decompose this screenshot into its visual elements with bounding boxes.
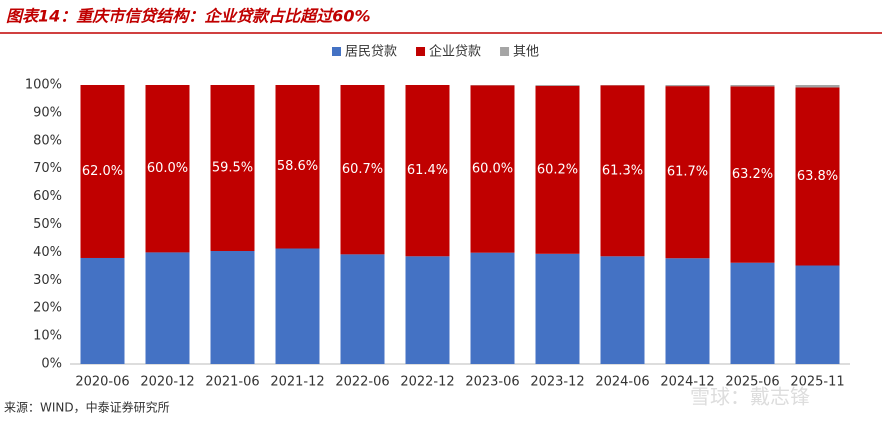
legend-swatch: [416, 47, 425, 56]
x-tick-label: 2021-12: [270, 375, 324, 390]
y-tick-label: 30%: [33, 273, 62, 288]
y-tick-label: 40%: [33, 245, 62, 260]
bar-segment: [731, 263, 775, 364]
bar-segment: [341, 254, 385, 364]
y-tick-label: 0%: [41, 357, 62, 372]
x-tick-label: 2020-12: [140, 375, 194, 390]
value-label: 60.7%: [342, 162, 383, 177]
x-tick-label: 2023-06: [465, 375, 519, 390]
bar-segment: [796, 85, 840, 88]
bar-segment: [146, 252, 190, 364]
x-tick-label: 2022-12: [400, 375, 454, 390]
x-tick-label: 2020-06: [75, 375, 129, 390]
value-label: 60.2%: [537, 162, 578, 177]
value-label: 60.0%: [147, 161, 188, 176]
value-label: 61.4%: [407, 163, 448, 178]
x-tick-label: 2024-12: [660, 375, 714, 390]
bar-segment: [666, 85, 710, 86]
x-tick-label: 2021-06: [205, 375, 259, 390]
y-tick-label: 10%: [33, 329, 62, 344]
bar-segment: [211, 251, 255, 364]
y-tick-label: 50%: [33, 217, 62, 232]
bar-segment: [536, 254, 580, 364]
y-tick-label: 80%: [33, 133, 62, 148]
legend-swatch: [500, 47, 509, 56]
x-tick-label: 2022-06: [335, 375, 389, 390]
bar-segment: [796, 266, 840, 364]
x-tick-label: 2025-11: [790, 375, 844, 390]
y-tick-label: 20%: [33, 301, 62, 316]
value-label: 60.0%: [472, 161, 513, 176]
y-tick-label: 90%: [33, 105, 62, 120]
value-label: 63.2%: [732, 167, 773, 182]
value-label: 59.5%: [212, 161, 253, 176]
value-label: 61.3%: [602, 163, 643, 178]
legend-label: 居民贷款: [345, 45, 397, 60]
x-tick-label: 2024-06: [595, 375, 649, 390]
y-tick-label: 70%: [33, 161, 62, 176]
bar-segment: [276, 248, 320, 364]
bar-segment: [406, 256, 450, 364]
bar-segment: [666, 258, 710, 364]
legend-swatch: [332, 47, 341, 56]
chart-title: 图表14：重庆市信贷结构：企业贷款占比超过60%: [6, 7, 371, 26]
legend-label: 企业贷款: [429, 44, 481, 60]
value-label: 62.0%: [82, 164, 123, 179]
bar-segment: [471, 253, 515, 364]
x-tick-label: 2025-06: [725, 375, 779, 390]
x-tick-label: 2023-12: [530, 375, 584, 390]
legend-label: 其他: [513, 45, 539, 60]
value-label: 63.8%: [797, 169, 838, 184]
bar-segment: [536, 85, 580, 86]
bar-segment: [731, 85, 775, 86]
value-label: 58.6%: [277, 159, 318, 174]
source: 来源：WIND，中泰证券研究所: [4, 400, 170, 415]
bar-segment: [601, 256, 645, 364]
y-tick-label: 60%: [33, 189, 62, 204]
y-tick-label: 100%: [25, 78, 62, 93]
value-label: 61.7%: [667, 165, 708, 180]
bar-segment: [81, 258, 125, 364]
